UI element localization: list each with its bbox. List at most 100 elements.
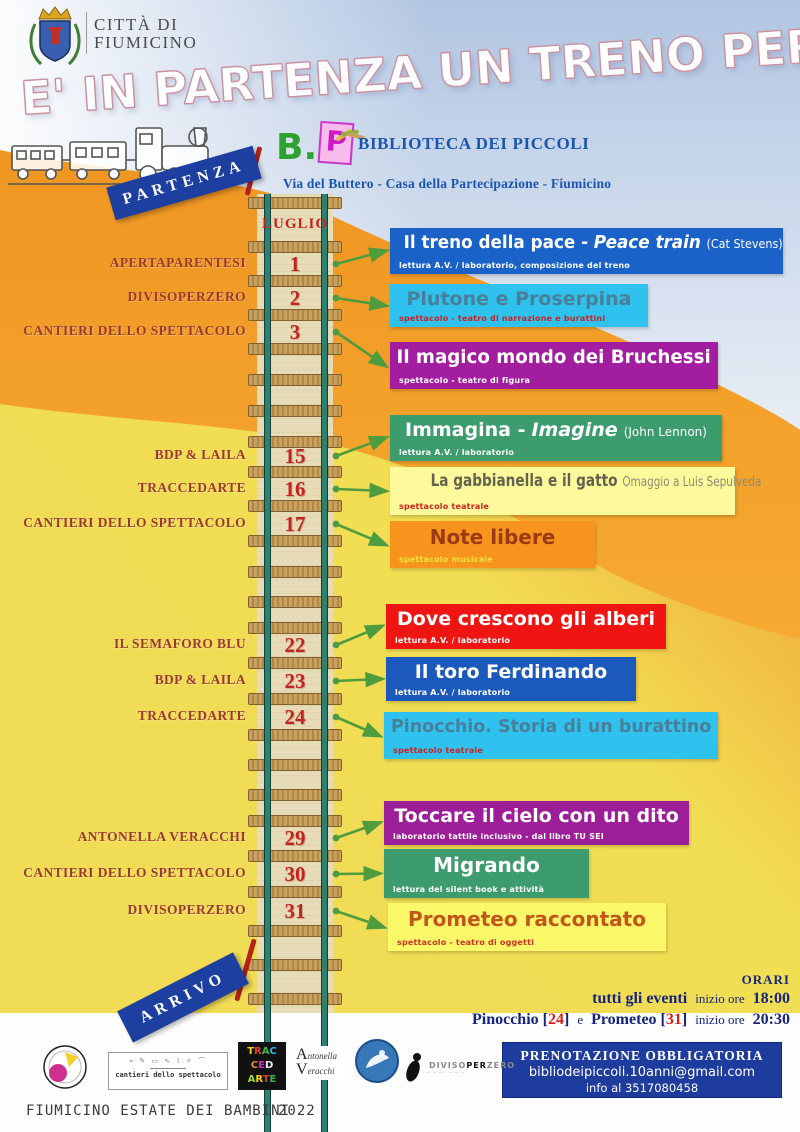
event-title-note: (John Lennon) [623, 425, 707, 439]
track-date-24: 24 [284, 705, 306, 729]
traccedarte-row: TRAC [247, 1046, 277, 1057]
antonella-rest: ntonella [307, 1051, 338, 1061]
library-name: BIBLIOTECA DEI PICCOLI [358, 134, 590, 153]
track-tie [248, 657, 342, 669]
orari-heading: ORARI [741, 972, 790, 987]
city-line1: CITTÀ DI [94, 15, 179, 34]
track-date-1: 1 [289, 252, 301, 276]
footer-year: 2022 [278, 1103, 316, 1119]
track-tie [248, 405, 342, 417]
track-date-17: 17 [284, 512, 306, 536]
track-tie [248, 500, 342, 512]
cantieri-divider [150, 1068, 186, 1069]
track-tie [248, 815, 342, 827]
presenter-label: DIVISOPERZERO [127, 902, 246, 917]
event-box-31: Prometeo raccontato spettacolo - teatro d… [388, 903, 666, 951]
event-box-16: La gabbianella e il gatto Omaggio a Luis … [390, 467, 761, 515]
track-date-15: 15 [284, 444, 306, 468]
orari-pinocchio: Pinocchio [471, 1011, 539, 1028]
event-subtitle: lettura A.V. / laboratorio [395, 688, 511, 697]
event-title-note: (Cat Stevens) [706, 237, 783, 251]
city-name: CITTÀ DI FIUMICINO [94, 16, 197, 52]
fiumicino-coat-of-arms [29, 6, 81, 66]
event-title: Il treno della pace - Peace train (Cat Ste… [403, 232, 783, 253]
traccedarte-logo: TRAC CED ARTE [238, 1042, 286, 1090]
orari-line1-bold: tutti gli eventi [592, 990, 688, 1007]
event-box-24: Pinocchio. Storia di un burattino spettac… [384, 712, 718, 759]
event-subtitle: lettura del silent book e attività [393, 885, 545, 894]
footer-title: FIUMICINO ESTATE DEI BAMBINI [26, 1103, 291, 1119]
event-title-note: Omaggio a Luis Sepulveda [622, 475, 762, 490]
event-box-15: Immagina - Imagine (John Lennon) lettura A.… [390, 415, 722, 461]
track-date-22: 22 [284, 633, 306, 657]
library-address: Via del Buttero - Casa della Partecipazi… [283, 176, 612, 191]
event-title: Immagina - Imagine (John Lennon) [405, 419, 707, 441]
presenter-label: TRACCEDARTE [137, 480, 246, 495]
antonella-veracchi-logo: Antonella Veracchi [294, 1046, 350, 1080]
orari-line2: Pinocchio [24] e Prometeo [31] inizio or… [472, 1011, 790, 1029]
track-tie [248, 374, 342, 386]
rail-right [321, 194, 328, 1132]
orari-line1: tutti gli eventi inizio ore 18:00 [592, 990, 790, 1008]
event-box-2: Plutone e Proserpina spettacolo - teatro … [390, 284, 648, 327]
event-title: Plutone e Proserpina [406, 288, 632, 310]
event-subtitle: lettura A.V. / laboratorio [399, 448, 515, 457]
orari-date-24: 24 [547, 1011, 564, 1028]
track-tie [248, 566, 342, 578]
track-tie [248, 197, 342, 209]
presenter-label: IL SEMAFORO BLU [113, 636, 246, 651]
event-box-3: Il magico mondo dei Bruchessi spettacolo … [390, 342, 718, 389]
presenter-label: APERTAPARENTESI [109, 255, 246, 270]
event-box-22: Dove crescono gli alberi lettura A.V. / l… [386, 604, 666, 649]
event-title: Prometeo raccontato [408, 907, 646, 931]
diviso-part2: PER [466, 1061, 487, 1070]
event-subtitle: laboratorio tattile inclusivo - dal libr… [393, 832, 604, 841]
presenter-label: BDP & LAILA [154, 447, 246, 462]
track-tie [248, 850, 342, 862]
event-box-29: Toccare il cielo con un dito laboratorio … [384, 801, 689, 845]
track-tie [248, 993, 342, 1005]
orari-line1-mid: inizio ore [695, 991, 745, 1006]
event-box-30: Migrando lettura del silent book e attivi… [384, 849, 589, 898]
track-date-23: 23 [284, 669, 306, 693]
event-title: Note libere [429, 525, 556, 549]
event-subtitle: spettacolo - teatro di narrazione e bura… [399, 314, 606, 323]
cantieri-doodles: ⌁ ✎ ▭ ∿ ⌇ ✧ ⌒ [128, 1057, 208, 1065]
track-tie [248, 596, 342, 608]
track-date-16: 16 [284, 477, 306, 501]
track-month-label: LUGLIO [261, 216, 328, 232]
presenter-label: CANTIERI DELLO SPETTACOLO [23, 323, 246, 338]
city-line2: FIUMICINO [94, 33, 198, 52]
traccedarte-row: CED [250, 1060, 274, 1071]
diviso-tagline: — — — · — — — [426, 1070, 466, 1075]
track-tie [248, 466, 342, 478]
event-title: Toccare il cielo con un dito [394, 805, 679, 827]
event-box-17: Note libere spettacolo musicale [390, 521, 595, 568]
bracket: ] [563, 1011, 570, 1028]
track-tie [248, 693, 342, 705]
track-date-29: 29 [284, 826, 306, 850]
divisoperzero-logo: DIVISOPERZERO — — — · — — — [402, 1052, 515, 1084]
presenter-label: ANTONELLA VERACCHI [77, 829, 246, 844]
orari-line2-time: 20:30 [752, 1011, 790, 1028]
track-date-2: 2 [289, 286, 301, 310]
diviso-part1: DIVISO [429, 1061, 467, 1070]
event-subtitle: spettacolo - teatro di figura [399, 376, 531, 385]
track-tie [248, 789, 342, 801]
bracket: [ [660, 1011, 666, 1028]
event-subtitle: spettacolo teatrale [393, 746, 484, 755]
track-tie [248, 886, 342, 898]
bracket: ] [681, 1011, 688, 1028]
event-title: Il toro Ferdinando [414, 661, 608, 683]
apertaparentesi-logo [43, 1045, 87, 1089]
booking-phone: info al 3517080458 [585, 1081, 699, 1095]
cantieri-text: cantieri dello spettacolo [115, 1071, 221, 1079]
track-tie [248, 925, 342, 937]
presenter-label: CANTIERI DELLO SPETTACOLO [23, 515, 246, 530]
veracchi-initial: V [296, 1061, 308, 1078]
booking-title: PRENOTAZIONE OBBLIGATORIA [520, 1048, 764, 1063]
cantieri-dello-spettacolo-logo: ⌁ ✎ ▭ ∿ ⌇ ✧ ⌒ cantieri dello spettacolo [108, 1052, 228, 1090]
diviso-part3: ZERO [486, 1061, 516, 1070]
divisoperzero-figure [406, 1053, 421, 1082]
